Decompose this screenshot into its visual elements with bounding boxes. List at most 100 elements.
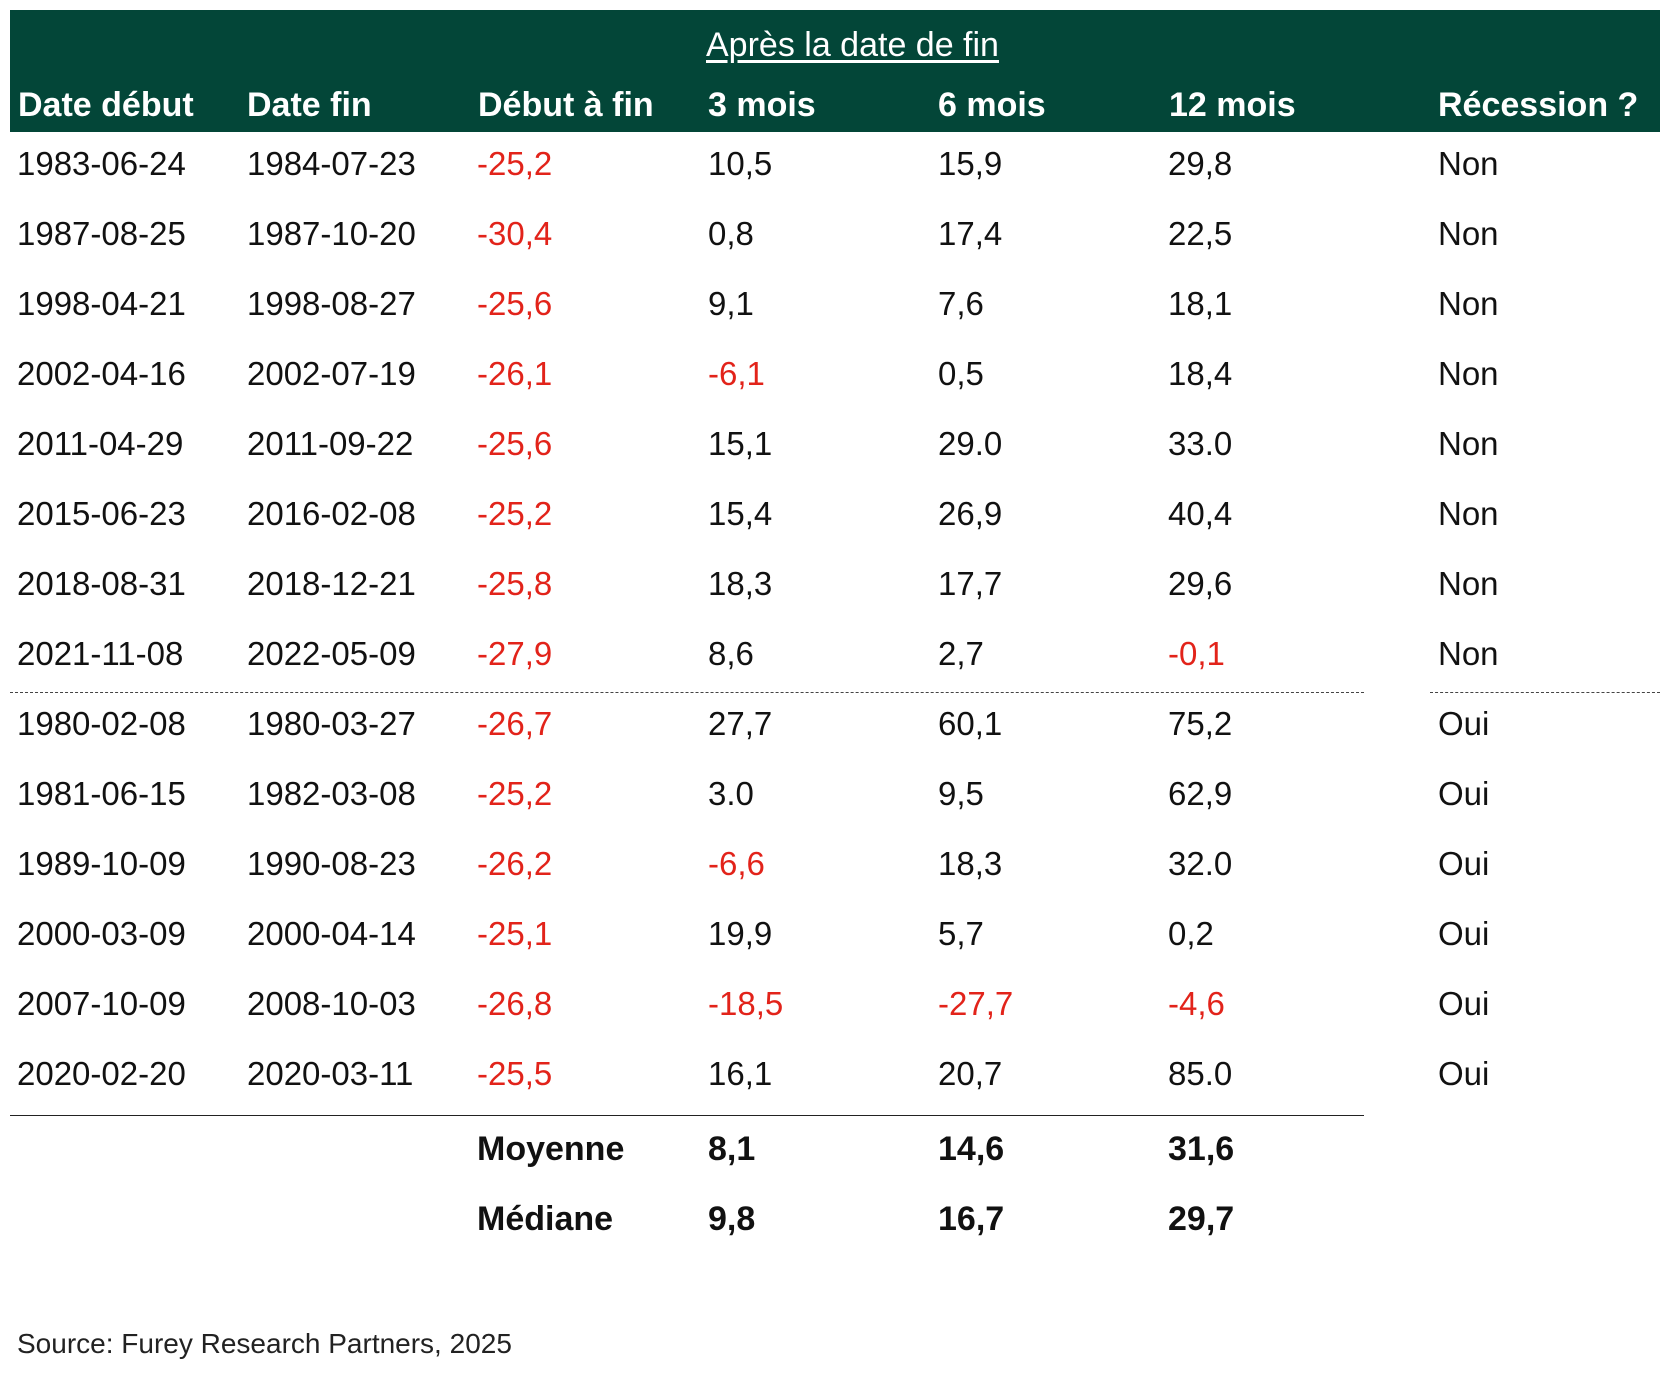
cell-debut-a-fin: -30,4 bbox=[477, 215, 553, 252]
column-header-12-mois: 12 mois bbox=[1169, 86, 1296, 124]
cell-3-mois: -18,5 bbox=[708, 985, 784, 1022]
cell-12-mois: 33.0 bbox=[1168, 425, 1233, 462]
cell-recession: Non bbox=[1438, 495, 1499, 532]
table-row: 1987-08-25 1987-10-20 -30,4 0,8 17,4 22,5 Non bbox=[0, 202, 1669, 272]
cell-date-fin: 2016-02-08 bbox=[247, 495, 416, 532]
cell-debut-a-fin: -25,5 bbox=[477, 1055, 553, 1092]
cell-date-debut: 2018-08-31 bbox=[17, 565, 186, 602]
cell-date-fin: 1998-08-27 bbox=[247, 285, 416, 322]
cell-6-mois: 17,4 bbox=[938, 215, 1003, 252]
recession-separator-right bbox=[1430, 692, 1660, 693]
table-row: 2020-02-20 2020-03-11 -25,5 16,1 20,7 85.0 Oui bbox=[0, 1042, 1669, 1112]
table-row: 2007-10-09 2008-10-03 -26,8 -18,5 -27,7 -4,6 O… bbox=[0, 972, 1669, 1042]
cell-6-mois: 60,1 bbox=[938, 705, 1003, 742]
table-row: 2002-04-16 2002-07-19 -26,1 -6,1 0,5 18,4 Non bbox=[0, 342, 1669, 412]
cell-3-mois: 18,3 bbox=[708, 565, 773, 602]
cell-recession: Oui bbox=[1438, 985, 1490, 1022]
cell-3-mois: 27,7 bbox=[708, 705, 773, 742]
source-note: Source: Furey Research Partners, 2025 bbox=[17, 1328, 512, 1359]
cell-date-fin: 2022-05-09 bbox=[247, 635, 416, 672]
summary-value-12-mois: 29,7 bbox=[1168, 1200, 1235, 1238]
cell-6-mois: 7,6 bbox=[938, 285, 984, 322]
cell-12-mois: 22,5 bbox=[1168, 215, 1233, 252]
table-row: 2018-08-31 2018-12-21 -25,8 18,3 17,7 29,6 Non bbox=[0, 552, 1669, 622]
cell-12-mois: 18,1 bbox=[1168, 285, 1233, 322]
cell-6-mois: 17,7 bbox=[938, 565, 1003, 602]
cell-3-mois: 15,4 bbox=[708, 495, 773, 532]
cell-date-debut: 1983-06-24 bbox=[17, 145, 186, 182]
cell-recession: Non bbox=[1438, 145, 1499, 182]
cell-date-fin: 2002-07-19 bbox=[247, 355, 416, 392]
table-row: 1981-06-15 1982-03-08 -25,2 3.0 9,5 62,9 Oui bbox=[0, 762, 1669, 832]
cell-6-mois: 26,9 bbox=[938, 495, 1003, 532]
cell-3-mois: -6,1 bbox=[708, 355, 765, 392]
cell-12-mois: 18,4 bbox=[1168, 355, 1233, 392]
cell-6-mois: 15,9 bbox=[938, 145, 1003, 182]
cell-6-mois: 0,5 bbox=[938, 355, 984, 392]
cell-6-mois: 2,7 bbox=[938, 635, 984, 672]
cell-date-debut: 1998-04-21 bbox=[17, 285, 186, 322]
cell-3-mois: 3.0 bbox=[708, 775, 754, 812]
column-header-6-mois: 6 mois bbox=[938, 86, 1046, 124]
table-row: 2015-06-23 2016-02-08 -25,2 15,4 26,9 40,4 Non bbox=[0, 482, 1669, 552]
cell-12-mois: 29,6 bbox=[1168, 565, 1233, 602]
cell-6-mois: 18,3 bbox=[938, 845, 1003, 882]
cell-date-fin: 1984-07-23 bbox=[247, 145, 416, 182]
table-row: 1989-10-09 1990-08-23 -26,2 -6,6 18,3 32.0 Oui bbox=[0, 832, 1669, 902]
cell-12-mois: 62,9 bbox=[1168, 775, 1233, 812]
cell-debut-a-fin: -25,6 bbox=[477, 425, 553, 462]
cell-12-mois: 32.0 bbox=[1168, 845, 1233, 882]
cell-date-fin: 2000-04-14 bbox=[247, 915, 416, 952]
table-row: 1980-02-08 1980-03-27 -26,7 27,7 60,1 75,2 Oui bbox=[0, 692, 1669, 762]
cell-date-debut: 1981-06-15 bbox=[17, 775, 186, 812]
cell-3-mois: 16,1 bbox=[708, 1055, 773, 1092]
cell-12-mois: 0,2 bbox=[1168, 915, 1214, 952]
cell-6-mois: 29.0 bbox=[938, 425, 1003, 462]
cell-3-mois: 9,1 bbox=[708, 285, 754, 322]
table-row: 2021-11-08 2022-05-09 -27,9 8,6 2,7 -0,1 Non bbox=[0, 622, 1669, 692]
cell-recession: Non bbox=[1438, 635, 1499, 672]
cell-debut-a-fin: -26,8 bbox=[477, 985, 553, 1022]
cell-date-fin: 2018-12-21 bbox=[247, 565, 416, 602]
cell-6-mois: -27,7 bbox=[938, 985, 1014, 1022]
cell-date-debut: 2020-02-20 bbox=[17, 1055, 186, 1092]
cell-12-mois: 85.0 bbox=[1168, 1055, 1233, 1092]
cell-date-fin: 2020-03-11 bbox=[247, 1055, 414, 1092]
column-header-debut-a-fin: Début à fin bbox=[478, 86, 654, 124]
recession-separator bbox=[10, 692, 1364, 693]
summary-row: Médiane 9,8 16,7 29,7 bbox=[0, 1190, 1669, 1260]
column-header-recession: Récession ? bbox=[1438, 86, 1639, 124]
cell-12-mois: -4,6 bbox=[1168, 985, 1225, 1022]
cell-debut-a-fin: -26,7 bbox=[477, 705, 553, 742]
column-header-date-debut: Date début bbox=[18, 86, 194, 124]
cell-12-mois: -0,1 bbox=[1168, 635, 1225, 672]
cell-debut-a-fin: -25,8 bbox=[477, 565, 553, 602]
cell-date-debut: 2021-11-08 bbox=[17, 635, 184, 672]
summary-separator bbox=[10, 1115, 1364, 1116]
cell-recession: Oui bbox=[1438, 775, 1490, 812]
summary-value-12-mois: 31,6 bbox=[1168, 1130, 1235, 1168]
cell-debut-a-fin: -25,2 bbox=[477, 145, 553, 182]
cell-recession: Non bbox=[1438, 565, 1499, 602]
cell-recession: Non bbox=[1438, 285, 1499, 322]
cell-date-fin: 1980-03-27 bbox=[247, 705, 416, 742]
cell-6-mois: 9,5 bbox=[938, 775, 984, 812]
cell-date-debut: 2000-03-09 bbox=[17, 915, 186, 952]
summary-value-6-mois: 16,7 bbox=[938, 1200, 1005, 1238]
cell-date-fin: 2008-10-03 bbox=[247, 985, 416, 1022]
cell-debut-a-fin: -25,6 bbox=[477, 285, 553, 322]
column-header-3-mois: 3 mois bbox=[708, 86, 816, 124]
cell-date-debut: 1980-02-08 bbox=[17, 705, 186, 742]
cell-debut-a-fin: -27,9 bbox=[477, 635, 553, 672]
cell-recession: Non bbox=[1438, 215, 1499, 252]
cell-date-fin: 2011-09-22 bbox=[247, 425, 414, 462]
summary-value-3-mois: 9,8 bbox=[708, 1200, 756, 1238]
table-row: 2000-03-09 2000-04-14 -25,1 19,9 5,7 0,2 Oui bbox=[0, 902, 1669, 972]
summary-value-6-mois: 14,6 bbox=[938, 1130, 1005, 1168]
cell-date-debut: 1989-10-09 bbox=[17, 845, 186, 882]
cell-recession: Oui bbox=[1438, 845, 1490, 882]
cell-debut-a-fin: -25,2 bbox=[477, 775, 553, 812]
cell-date-debut: 2002-04-16 bbox=[17, 355, 186, 392]
cell-recession: Non bbox=[1438, 425, 1499, 462]
cell-recession: Oui bbox=[1438, 1055, 1490, 1092]
